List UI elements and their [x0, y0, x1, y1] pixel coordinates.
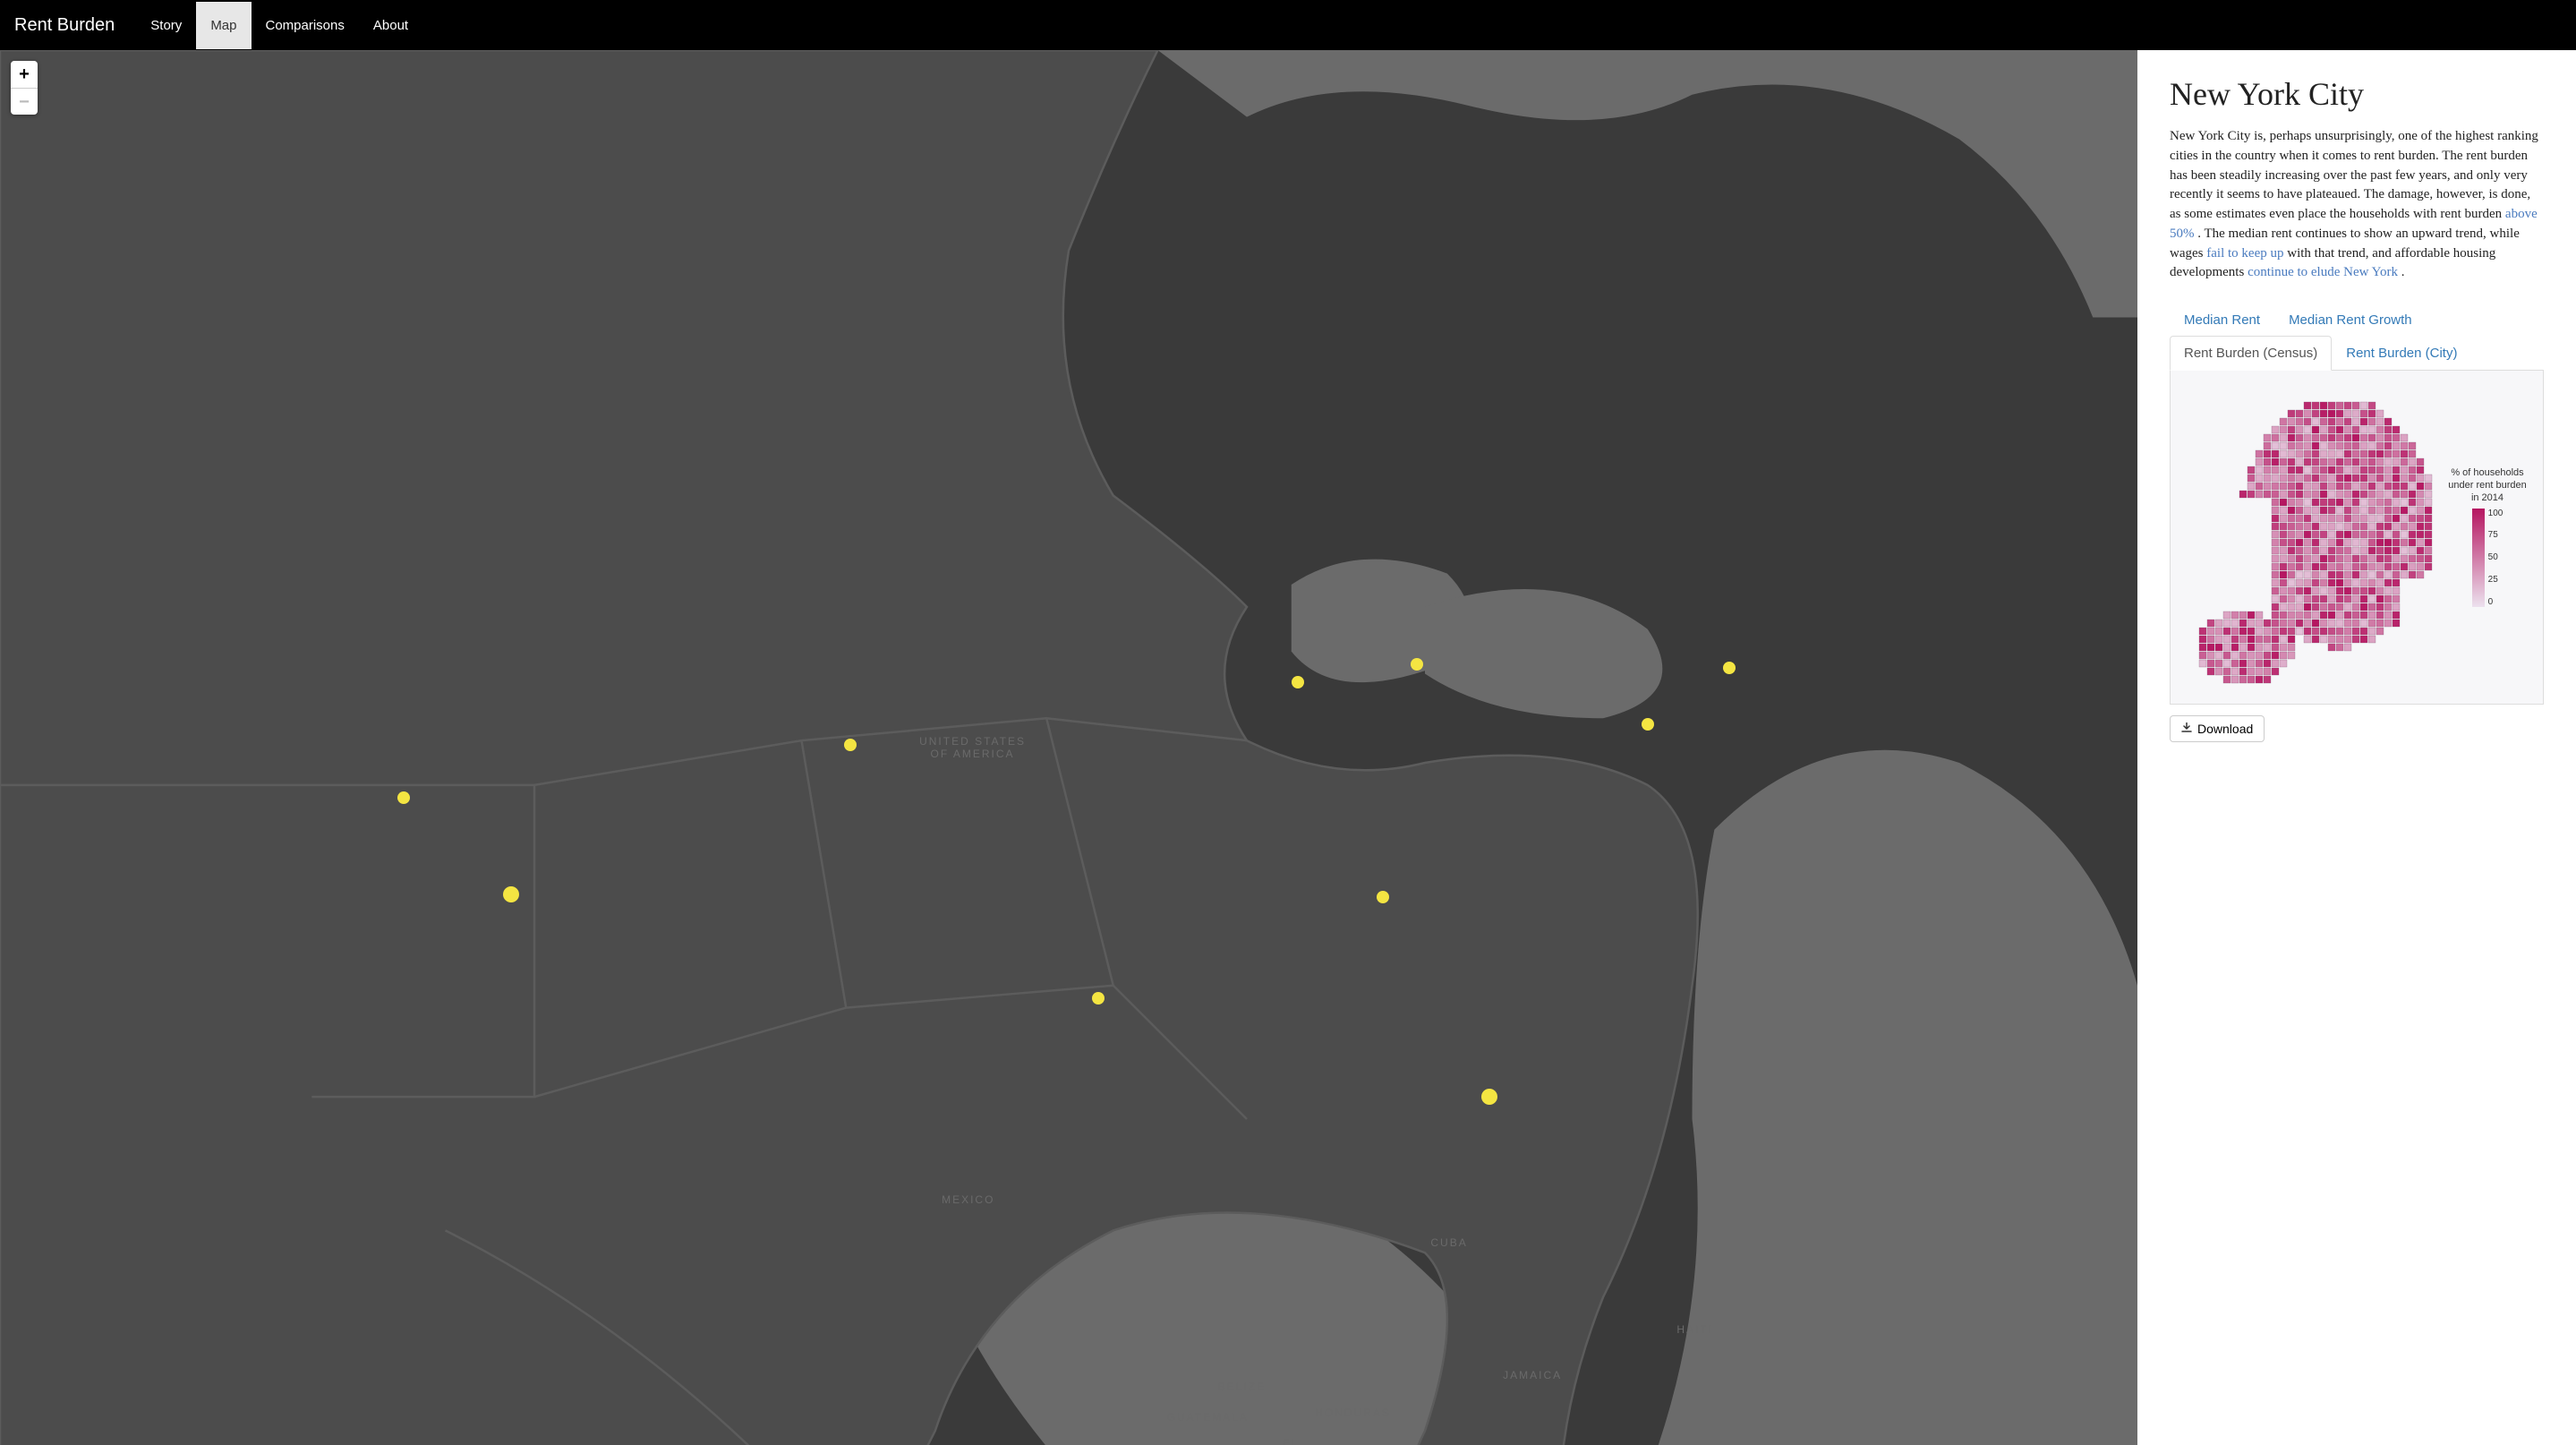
tab-burden-city[interactable]: Rent Burden (City): [2332, 336, 2471, 371]
zoom-in-button[interactable]: +: [11, 61, 38, 88]
marker-new-york-city[interactable]: [1723, 662, 1736, 674]
brand[interactable]: Rent Burden: [14, 15, 115, 36]
marker-denver[interactable]: [844, 739, 857, 751]
link-fail-to-keep-up[interactable]: fail to keep up: [2206, 246, 2283, 261]
marker-miami[interactable]: [1481, 1089, 1497, 1105]
download-icon: [2181, 722, 2192, 736]
main: + − UNITED STATESOF AMERICAMEXICOCUBAHAI…: [0, 50, 2576, 1445]
city-description: New York City is, perhaps unsurprisingly…: [2170, 127, 2544, 283]
zoom-control: + −: [11, 61, 38, 115]
marker-atlanta[interactable]: [1377, 891, 1389, 903]
nav-item-comparisons[interactable]: Comparisons: [252, 2, 359, 49]
nav-item-story[interactable]: Story: [136, 2, 196, 49]
nav-item-map[interactable]: Map: [196, 2, 251, 49]
nav-item-about[interactable]: About: [359, 2, 422, 49]
marker-detroit[interactable]: [1411, 658, 1423, 671]
legend-title-2: under rent burden: [2448, 480, 2526, 492]
legend-tick-0: 0: [2488, 597, 2503, 607]
legend-tick-100: 100: [2488, 509, 2503, 518]
zoom-out-button[interactable]: −: [11, 88, 38, 115]
marker-chicago[interactable]: [1292, 676, 1304, 688]
legend-gradient: [2472, 509, 2485, 607]
city-title: New York City: [2170, 75, 2544, 113]
legend-tick-50: 50: [2488, 552, 2503, 562]
tabs-row-1: Median Rent Median Rent Growth: [2170, 303, 2544, 336]
legend-tick-75: 75: [2488, 530, 2503, 540]
tab-median-rent[interactable]: Median Rent: [2170, 303, 2274, 337]
legend-title-3: in 2014: [2448, 492, 2526, 505]
chart-area: % of households under rent burden in 201…: [2170, 371, 2544, 705]
marker-san-francisco[interactable]: [397, 791, 410, 804]
desc-text-1: New York City is, perhaps unsurprisingly…: [2170, 129, 2538, 221]
choropleth-legend: % of households under rent burden in 201…: [2448, 467, 2526, 606]
choropleth-nyc: [2187, 385, 2437, 689]
tab-burden-census[interactable]: Rent Burden (Census): [2170, 336, 2332, 371]
marker-houston[interactable]: [1092, 992, 1105, 1005]
desc-text-4: .: [2401, 265, 2405, 279]
map-panel[interactable]: + − UNITED STATESOF AMERICAMEXICOCUBAHAI…: [0, 50, 2137, 1445]
marker-los-angeles[interactable]: [503, 886, 519, 902]
legend-tick-25: 25: [2488, 575, 2503, 585]
tabs-row-2: Rent Burden (Census) Rent Burden (City): [2170, 336, 2544, 371]
marker-washington-dc[interactable]: [1642, 718, 1654, 731]
basemap[interactable]: [0, 50, 2137, 1445]
legend-ticks: 100 75 50 25 0: [2485, 509, 2503, 607]
link-continue-to-elude[interactable]: continue to elude New York: [2248, 265, 2398, 279]
download-button[interactable]: Download: [2170, 715, 2265, 742]
legend-title-1: % of households: [2448, 467, 2526, 480]
side-panel: New York City New York City is, perhaps …: [2137, 50, 2576, 1445]
download-label: Download: [2197, 722, 2253, 736]
navbar: Rent Burden Story Map Comparisons About: [0, 0, 2576, 50]
tab-median-rent-growth[interactable]: Median Rent Growth: [2274, 303, 2427, 337]
